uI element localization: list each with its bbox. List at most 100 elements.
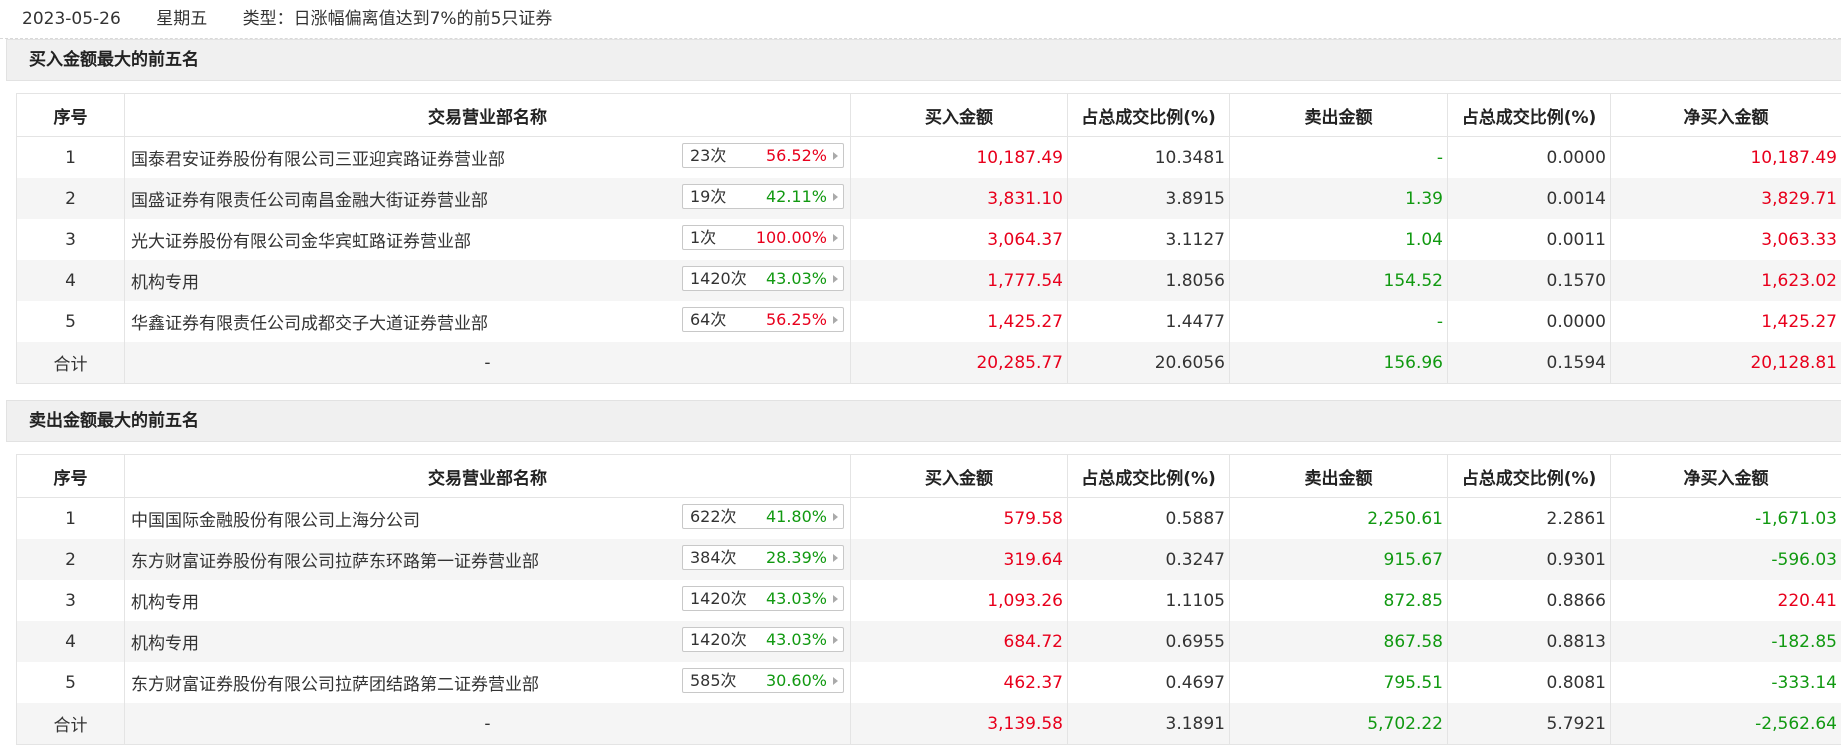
- sell-ratio: 0.0011: [1448, 219, 1611, 260]
- listing-count: 64次: [690, 308, 726, 331]
- net-amount: 3,063.33: [1611, 219, 1841, 260]
- win-rate: 41.80%: [766, 505, 827, 528]
- sell-amount: 2,250.61: [1230, 498, 1448, 540]
- net-amount: -333.14: [1611, 662, 1841, 703]
- caret-right-icon: [833, 636, 838, 644]
- total-buy-amount: 20,285.77: [851, 342, 1068, 384]
- win-rate: 28.39%: [766, 546, 827, 569]
- branch-name-link[interactable]: 机构专用: [131, 593, 199, 613]
- col-header-buy-amount: 买入金额: [851, 455, 1068, 498]
- sell-ratio: 0.8081: [1448, 662, 1611, 703]
- buy-ratio: 0.3247: [1068, 539, 1230, 580]
- branch-name-link[interactable]: 机构专用: [131, 273, 199, 293]
- buy-amount: 1,425.27: [851, 301, 1068, 342]
- caret-right-icon: [833, 193, 838, 201]
- caret-right-icon: [833, 677, 838, 685]
- total-label: 合计: [17, 342, 125, 384]
- net-amount: -182.85: [1611, 621, 1841, 662]
- listing-count: 1次: [690, 226, 716, 249]
- win-rate: 43.03%: [766, 587, 827, 610]
- buy-amount: 319.64: [851, 539, 1068, 580]
- total-branch: -: [125, 342, 851, 384]
- total-sell-amount: 156.96: [1230, 342, 1448, 384]
- buy-amount: 462.37: [851, 662, 1068, 703]
- branch-stats-button[interactable]: 1420次 43.03%: [682, 627, 844, 652]
- col-header-sell-ratio: 占总成交比例(%): [1448, 94, 1611, 137]
- net-amount: 1,425.27: [1611, 301, 1841, 342]
- win-rate: 56.52%: [766, 144, 827, 167]
- net-amount: 220.41: [1611, 580, 1841, 621]
- col-header-no: 序号: [17, 455, 125, 498]
- branch-stats-button[interactable]: 622次 41.80%: [682, 504, 844, 529]
- buy-amount: 579.58: [851, 498, 1068, 540]
- buy-amount: 1,777.54: [851, 260, 1068, 301]
- col-header-net-amount: 净买入金额: [1611, 455, 1841, 498]
- buy-ratio: 10.3481: [1068, 137, 1230, 179]
- col-header-buy-amount: 买入金额: [851, 94, 1068, 137]
- branch-name-link[interactable]: 华鑫证券有限责任公司成都交子大道证券营业部: [131, 314, 488, 334]
- col-header-buy-ratio: 占总成交比例(%): [1068, 94, 1230, 137]
- total-buy-amount: 3,139.58: [851, 703, 1068, 745]
- caret-right-icon: [833, 152, 838, 160]
- col-header-sell-amount: 卖出金额: [1230, 94, 1448, 137]
- buy-ratio: 0.5887: [1068, 498, 1230, 540]
- listing-count: 1420次: [690, 628, 747, 651]
- branch-stats-button[interactable]: 64次 56.25%: [682, 307, 844, 332]
- sell-amount: 867.58: [1230, 621, 1448, 662]
- caret-right-icon: [833, 595, 838, 603]
- row-rank: 3: [17, 580, 125, 621]
- branch-name-link[interactable]: 国泰君安证券股份有限公司三亚迎宾路证券营业部: [131, 150, 505, 170]
- sell-amount: 872.85: [1230, 580, 1448, 621]
- row-rank: 1: [17, 498, 125, 540]
- row-rank: 1: [17, 137, 125, 179]
- net-amount: -1,671.03: [1611, 498, 1841, 540]
- branch-name-link[interactable]: 国盛证券有限责任公司南昌金融大街证券营业部: [131, 191, 488, 211]
- sell-ratio: 0.0000: [1448, 301, 1611, 342]
- sell-ratio: 2.2861: [1448, 498, 1611, 540]
- col-header-sell-ratio: 占总成交比例(%): [1448, 455, 1611, 498]
- buy-ratio: 1.1105: [1068, 580, 1230, 621]
- total-sell-amount: 5,702.22: [1230, 703, 1448, 745]
- sell-section-title: 卖出金额最大的前五名: [6, 400, 1841, 442]
- buy-section-title: 买入金额最大的前五名: [6, 39, 1841, 81]
- win-rate: 56.25%: [766, 308, 827, 331]
- branch-name-link[interactable]: 机构专用: [131, 634, 199, 654]
- branch-name-link[interactable]: 东方财富证券股份有限公司拉萨东环路第一证券营业部: [131, 552, 539, 572]
- total-net-amount: 20,128.81: [1611, 342, 1841, 384]
- caret-right-icon: [833, 513, 838, 521]
- branch-name-link[interactable]: 东方财富证券股份有限公司拉萨团结路第二证券营业部: [131, 675, 539, 695]
- sell-amount: 1.39: [1230, 178, 1448, 219]
- branch-name-link[interactable]: 中国国际金融股份有限公司上海分公司: [131, 511, 420, 531]
- branch-name-link[interactable]: 光大证券股份有限公司金华宾虹路证券营业部: [131, 232, 471, 252]
- listing-count: 622次: [690, 505, 737, 528]
- col-header-net-amount: 净买入金额: [1611, 94, 1841, 137]
- win-rate: 43.03%: [766, 628, 827, 651]
- sell-amount: 154.52: [1230, 260, 1448, 301]
- total-sell-ratio: 0.1594: [1448, 342, 1611, 384]
- buy-table: 序号 交易营业部名称 买入金额 占总成交比例(%) 卖出金额 占总成交比例(%)…: [16, 93, 1841, 384]
- total-sell-ratio: 5.7921: [1448, 703, 1611, 745]
- caret-right-icon: [833, 316, 838, 324]
- row-rank: 3: [17, 219, 125, 260]
- buy-ratio: 1.4477: [1068, 301, 1230, 342]
- buy-ratio: 0.4697: [1068, 662, 1230, 703]
- listing-count: 585次: [690, 669, 737, 692]
- row-rank: 4: [17, 260, 125, 301]
